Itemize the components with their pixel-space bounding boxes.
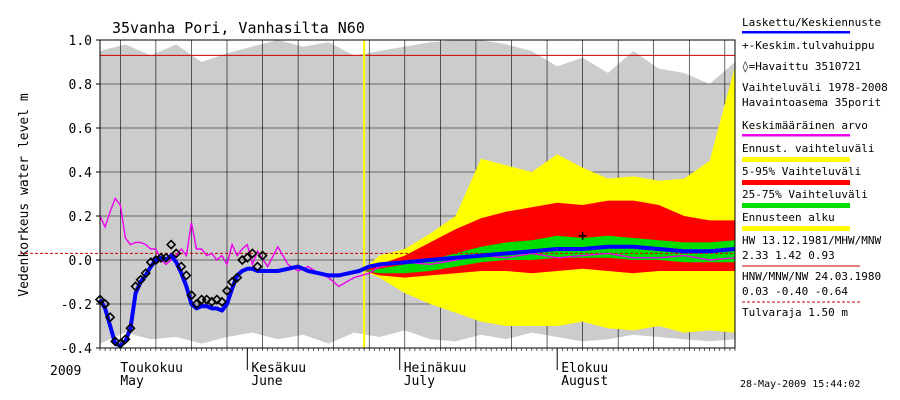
y-tick-label: 0.6 [69,122,92,137]
observed-point [99,298,111,310]
observed-point [191,298,202,310]
legend-swatch [742,31,850,34]
legend-entry: HW 13.12.1981/MHW/MNW [742,234,881,247]
observed-point [216,296,228,307]
observed-point [186,290,197,301]
observed-point [201,294,212,305]
observed-point [165,239,177,250]
month-label-en: May [120,374,144,389]
observed-point [247,248,258,259]
month-label-en: July [404,374,435,389]
observed-point [135,274,146,285]
observed-point [242,252,253,263]
legend-entry: Vaihteluväli 1978-2008 [742,81,888,94]
legend-entry: 2.33 1.42 0.93 [742,249,835,262]
y-tick-label: 0.8 [69,78,92,93]
observed-point [120,334,131,345]
legend-entry: Keskimääräinen arvo [742,119,868,132]
mean-line [99,196,736,288]
legend-entry: 5-95% Vaihteluväli [742,165,861,178]
y-tick-label: -0.2 [61,298,92,313]
observed-point [105,312,116,323]
observed-point [110,336,121,347]
observed-point [176,261,187,272]
observed-point [181,270,192,281]
timestamp: 28-May-2009 15:44:02 [740,379,860,390]
month-label-fi: Heinäkuu [404,361,467,376]
observed-point [226,276,238,288]
observed-point [211,294,222,305]
legend-swatch [742,226,850,231]
observed-point [140,268,151,279]
observed-point [171,248,182,259]
legend-entry: 25-75% Vaihteluväli [742,188,868,201]
month-label-en: August [561,374,608,389]
y-tick-label: -0.4 [61,342,92,357]
legend-swatch [742,180,850,185]
legend-entry: Havaintoasema 35porit [742,96,881,109]
legend-entry: HNW/MNW/NW 24.03.1980 [742,270,881,283]
month-label-fi: Toukokuu [120,361,183,376]
mean-peak-marker [578,231,587,240]
month-label-en: June [251,374,282,389]
legend-entry: Ennusteen alku [742,211,835,224]
legend: Laskettu/Keskiennuste +-Keskim.tulvahuipp… [742,16,888,319]
observed-point [125,323,136,334]
observed-point [232,272,243,283]
legend-entry: ◊=Havaittu 3510721 [742,60,861,73]
month-label-fi: Elokuu [561,361,608,376]
observed-point [252,261,263,272]
observed-point [257,250,268,261]
y-tick-label: 0.4 [69,166,93,181]
legend-swatch [742,203,850,208]
legend-swatch [742,157,850,162]
computed-forecast-line [98,244,736,348]
y-axis-label: Vedenkorkeus water level m [17,93,32,297]
month-label-fi: Kesäkuu [251,361,306,376]
year-label: 2009 [50,364,81,379]
legend-entry: +-Keskim.tulvahuippu [742,39,874,52]
legend-entry: Ennust. vaihteluväli [742,142,874,155]
chart-title: 35vanha Pori, Vanhasilta N60 [112,19,365,37]
y-tick-label: 0.2 [69,210,92,225]
observed-point [221,285,233,296]
y-tick-label: 0.0 [69,254,92,269]
legend-swatch [742,134,850,137]
legend-entry: Laskettu/Keskiennuste [742,16,881,29]
plot-area [20,39,736,349]
legend-entry: Tulvaraja 1.50 m [742,306,848,319]
plot-frame [99,39,736,349]
observed-point [160,252,172,263]
p25-75-band [364,235,735,274]
y-tick-label: 1.0 [69,34,92,49]
observed-point [130,281,141,292]
legend-entry: 0.03 -0.40 -0.64 [742,285,848,298]
